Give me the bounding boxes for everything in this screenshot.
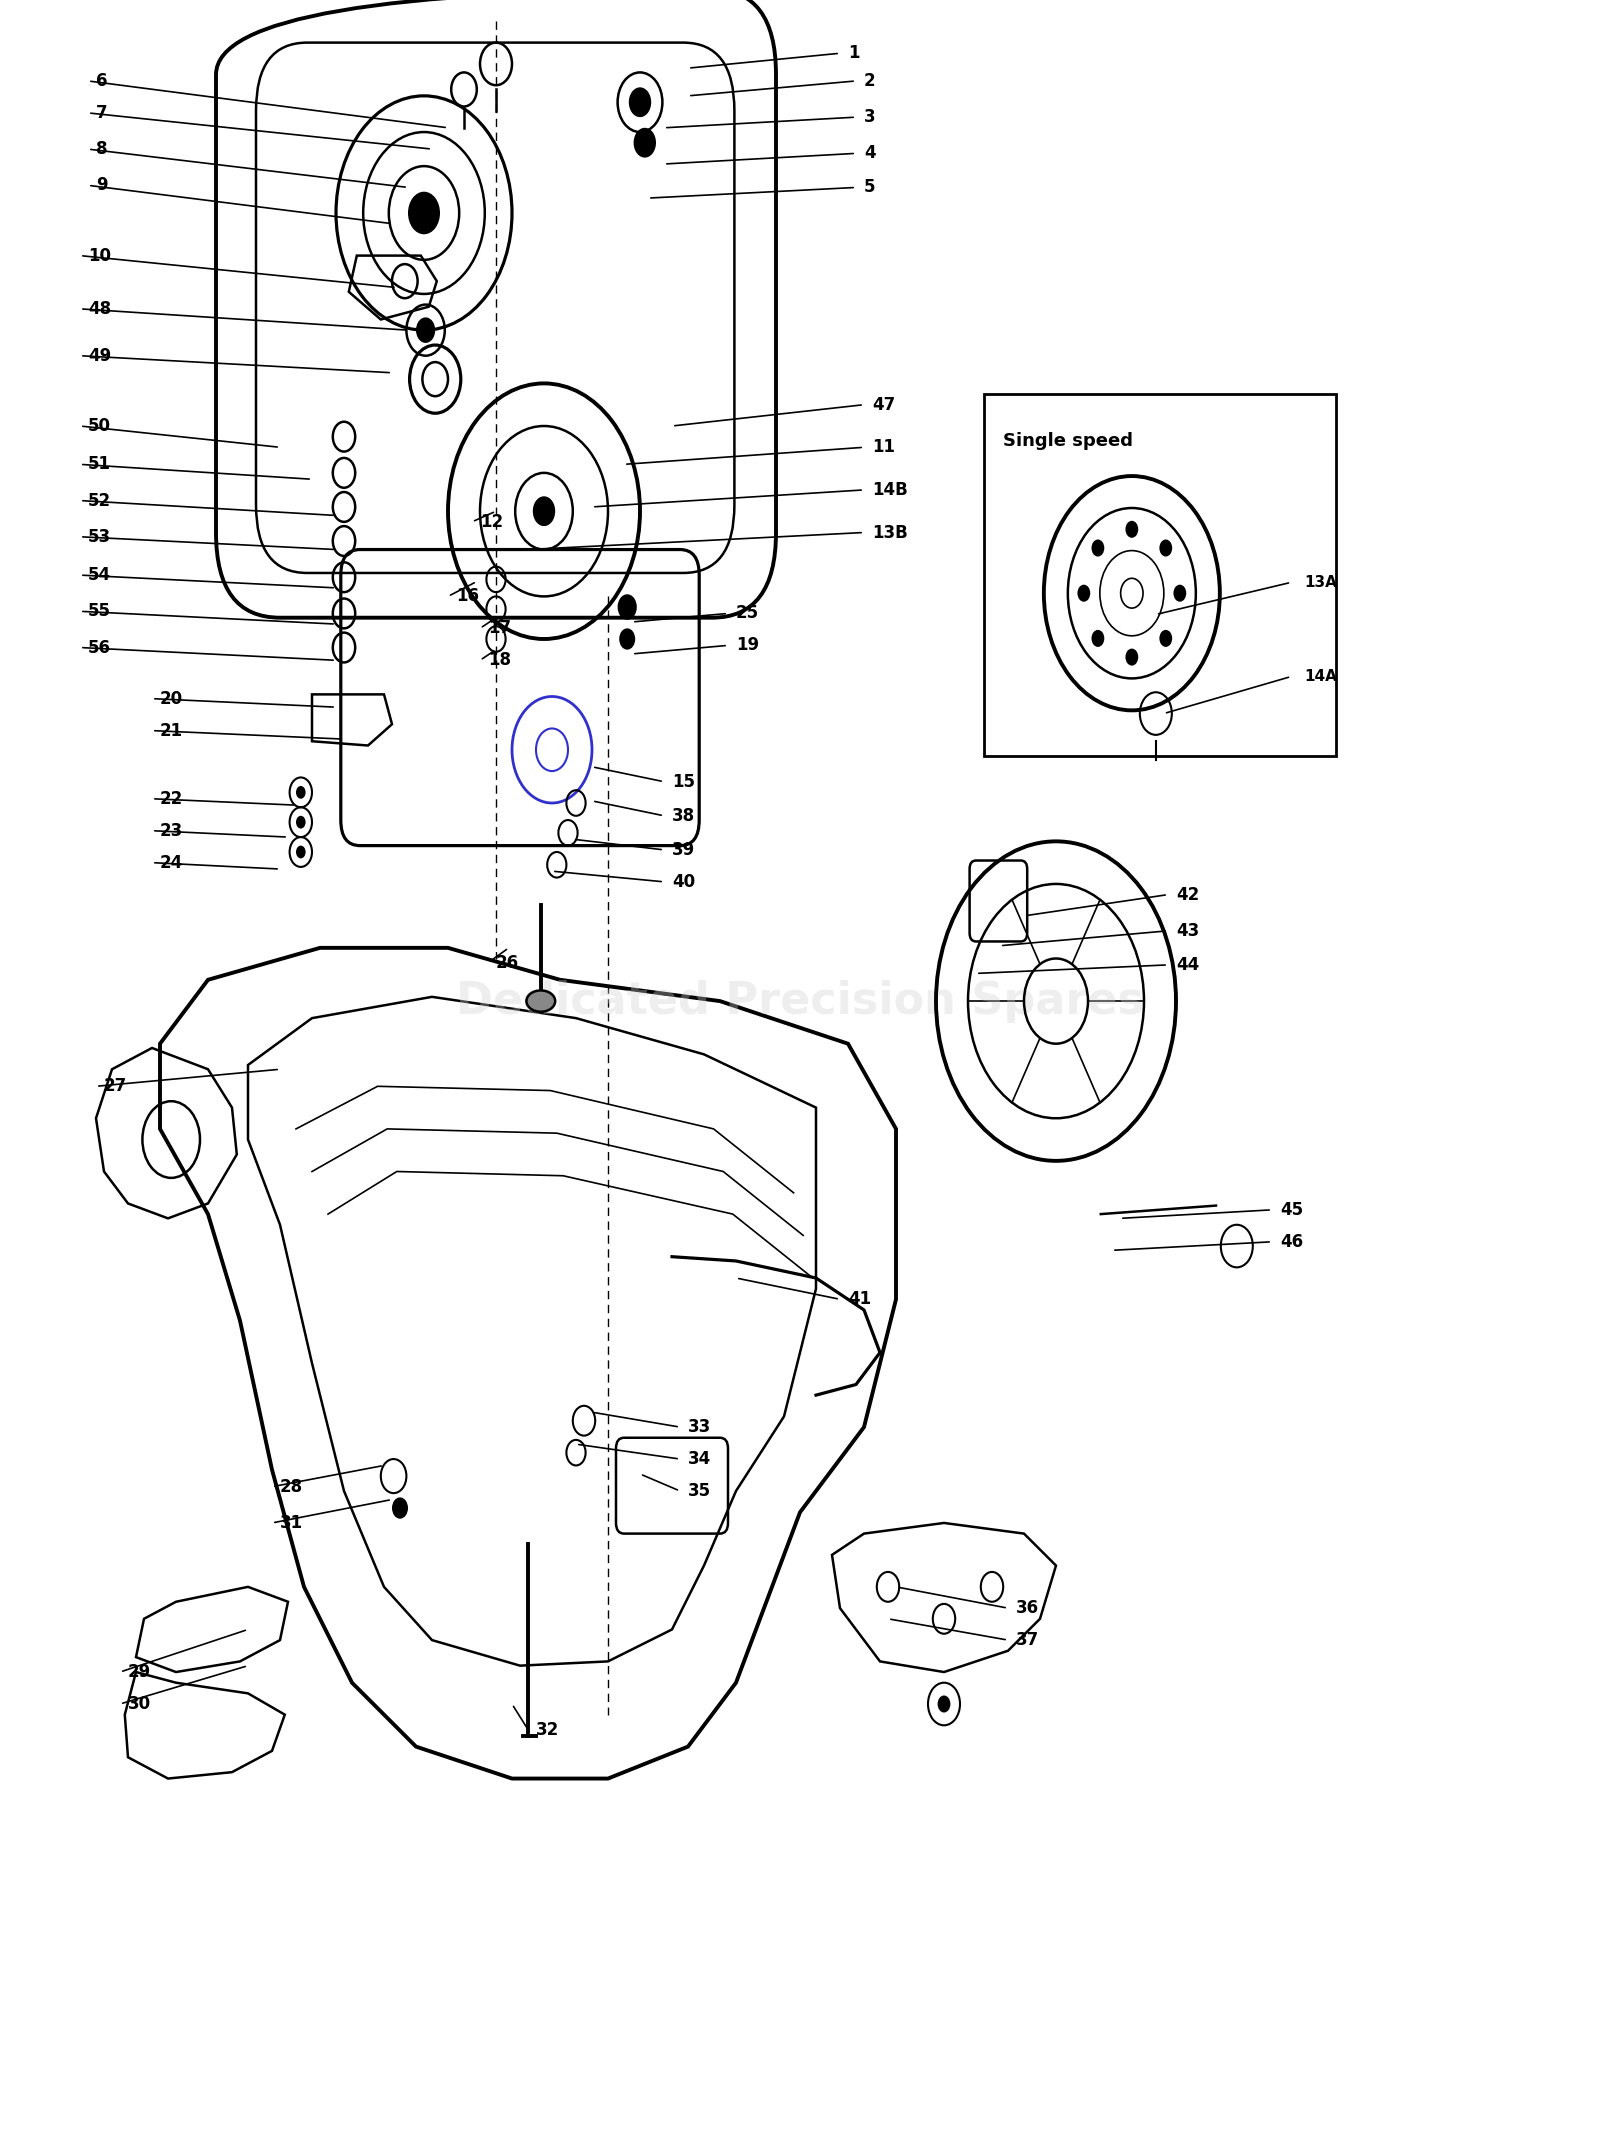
- Text: 27: 27: [104, 1078, 128, 1095]
- Text: 5: 5: [864, 179, 875, 196]
- Text: 22: 22: [160, 790, 184, 807]
- Text: 25: 25: [736, 605, 758, 622]
- Text: 15: 15: [672, 773, 694, 790]
- Text: 20: 20: [160, 690, 182, 707]
- Circle shape: [408, 192, 440, 234]
- Text: 35: 35: [688, 1482, 710, 1500]
- Circle shape: [392, 1497, 408, 1519]
- Text: 7: 7: [96, 104, 107, 121]
- Text: 40: 40: [672, 873, 694, 890]
- Text: 37: 37: [1016, 1632, 1040, 1649]
- Text: 8: 8: [96, 141, 107, 158]
- Text: Dedicated Precision Spares: Dedicated Precision Spares: [456, 980, 1144, 1022]
- Text: 31: 31: [280, 1514, 302, 1531]
- Text: 54: 54: [88, 567, 110, 584]
- Text: 6: 6: [96, 72, 107, 89]
- Text: 30: 30: [128, 1695, 150, 1713]
- Text: 17: 17: [488, 620, 510, 637]
- Text: 43: 43: [1176, 922, 1200, 939]
- Text: 49: 49: [88, 347, 112, 364]
- Text: 9: 9: [96, 177, 107, 194]
- Text: 38: 38: [672, 807, 694, 824]
- Circle shape: [1091, 539, 1104, 556]
- Text: 21: 21: [160, 722, 182, 739]
- Circle shape: [629, 87, 651, 117]
- Circle shape: [618, 594, 637, 620]
- Text: 42: 42: [1176, 886, 1200, 903]
- Circle shape: [296, 846, 306, 858]
- Text: 10: 10: [88, 247, 110, 264]
- Text: 48: 48: [88, 300, 110, 317]
- Text: 3: 3: [864, 109, 875, 126]
- Text: 16: 16: [456, 588, 478, 605]
- Text: 18: 18: [488, 652, 510, 669]
- Text: 2: 2: [864, 72, 875, 89]
- Circle shape: [1160, 539, 1173, 556]
- Circle shape: [1125, 520, 1138, 537]
- Circle shape: [296, 786, 306, 799]
- Ellipse shape: [526, 990, 555, 1012]
- Text: 14A: 14A: [1304, 669, 1338, 684]
- Text: 24: 24: [160, 854, 184, 871]
- Text: 55: 55: [88, 603, 110, 620]
- Text: 44: 44: [1176, 956, 1200, 973]
- Text: 19: 19: [736, 637, 758, 654]
- Text: 32: 32: [536, 1721, 560, 1738]
- Text: 14B: 14B: [872, 481, 907, 498]
- Circle shape: [1173, 584, 1186, 601]
- Circle shape: [619, 628, 635, 650]
- Circle shape: [1077, 584, 1090, 601]
- Text: 34: 34: [688, 1451, 712, 1468]
- Text: 11: 11: [872, 439, 894, 456]
- Circle shape: [634, 128, 656, 158]
- Text: 45: 45: [1280, 1201, 1302, 1218]
- Circle shape: [416, 317, 435, 343]
- Text: 28: 28: [280, 1478, 302, 1495]
- Text: 13A: 13A: [1304, 575, 1338, 590]
- Text: 41: 41: [848, 1291, 870, 1308]
- Text: 47: 47: [872, 396, 896, 413]
- FancyBboxPatch shape: [984, 394, 1336, 756]
- Circle shape: [938, 1695, 950, 1713]
- Text: 33: 33: [688, 1419, 712, 1436]
- Text: Single speed: Single speed: [1003, 432, 1133, 449]
- Text: 46: 46: [1280, 1233, 1302, 1250]
- Text: 23: 23: [160, 822, 184, 839]
- Circle shape: [533, 496, 555, 526]
- Circle shape: [1125, 648, 1138, 665]
- Text: 26: 26: [496, 954, 518, 971]
- Text: 52: 52: [88, 492, 110, 509]
- Text: 29: 29: [128, 1664, 152, 1681]
- Text: 56: 56: [88, 639, 110, 656]
- Text: 36: 36: [1016, 1600, 1038, 1617]
- Text: 1: 1: [848, 45, 859, 62]
- Circle shape: [296, 816, 306, 829]
- Text: 12: 12: [480, 513, 502, 530]
- Text: 53: 53: [88, 528, 110, 545]
- Text: 50: 50: [88, 417, 110, 435]
- Text: 51: 51: [88, 456, 110, 473]
- Text: 4: 4: [864, 145, 875, 162]
- Text: 13B: 13B: [872, 524, 907, 541]
- Circle shape: [1091, 630, 1104, 648]
- Text: 39: 39: [672, 841, 696, 858]
- Circle shape: [1160, 630, 1173, 648]
